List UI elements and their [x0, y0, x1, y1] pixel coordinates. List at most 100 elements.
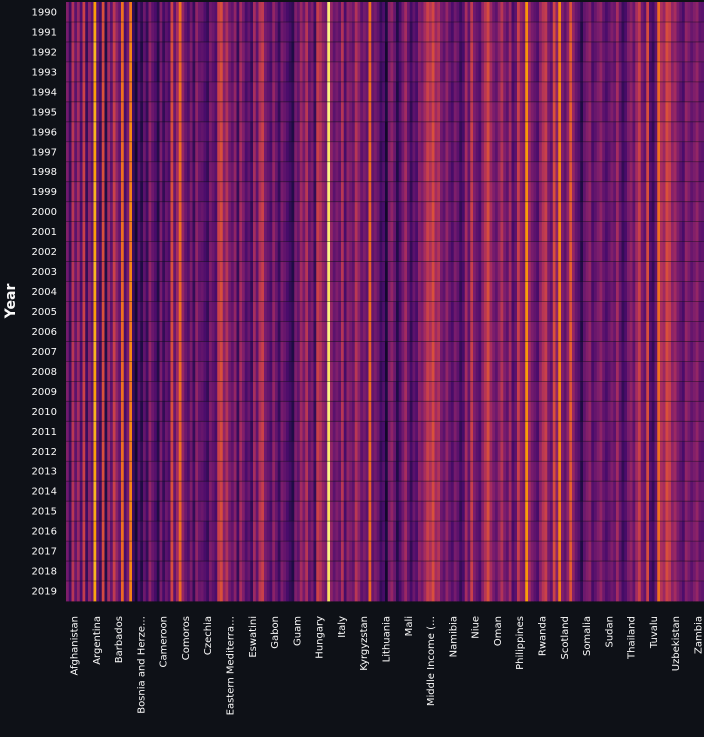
heatmap-cell: [580, 81, 584, 103]
heatmap-cell: [671, 301, 675, 322]
heatmap-cell: [673, 361, 677, 382]
heatmap-cell: [536, 301, 540, 322]
heatmap-cell: [291, 361, 295, 382]
heatmap-cell: [423, 2, 427, 23]
heatmap-cell: [555, 301, 559, 322]
heatmap-cell: [321, 61, 325, 83]
heatmap-cell: [610, 301, 614, 322]
heatmap-cell: [484, 21, 488, 43]
heatmap-cell: [143, 281, 147, 302]
heatmap-cell: [616, 201, 620, 223]
heatmap-cell: [74, 121, 78, 143]
heatmap-cell: [101, 281, 105, 302]
heatmap-cell: [506, 101, 510, 123]
heatmap-cell: [357, 101, 361, 123]
heatmap-cell: [566, 301, 570, 322]
heatmap-cell: [239, 141, 243, 163]
heatmap-cell: [448, 241, 452, 262]
heatmap-cell: [195, 221, 199, 242]
heatmap-cell: [638, 161, 642, 183]
heatmap-cell: [159, 221, 163, 242]
heatmap-cell: [561, 161, 565, 183]
heatmap-cell: [486, 261, 490, 282]
heatmap-cell: [368, 161, 372, 183]
heatmap-cell: [385, 81, 389, 103]
heatmap-cell: [211, 141, 215, 163]
heatmap-cell: [627, 21, 631, 43]
heatmap-cell: [379, 161, 383, 183]
heatmap-cell: [486, 21, 490, 43]
heatmap-cell: [151, 221, 155, 242]
heatmap-cell: [618, 281, 622, 302]
heatmap-cell: [354, 161, 358, 183]
heatmap-cell: [687, 321, 691, 342]
heatmap-cell: [385, 161, 389, 183]
heatmap-cell: [264, 2, 268, 23]
heatmap-cell: [591, 341, 595, 362]
heatmap-cell: [225, 321, 229, 342]
heatmap-cell: [451, 341, 455, 362]
heatmap-cell: [671, 101, 675, 123]
heatmap-cell: [233, 341, 237, 362]
heatmap-cell: [156, 21, 160, 43]
heatmap-cell: [104, 241, 108, 262]
heatmap-cell: [506, 321, 510, 342]
heatmap-cell: [140, 261, 144, 282]
heatmap-cell: [93, 121, 97, 143]
heatmap-cell: [665, 141, 669, 163]
heatmap-cell: [701, 61, 704, 83]
heatmap-cell: [145, 281, 149, 302]
heatmap-cell: [591, 401, 595, 422]
heatmap-cell: [277, 281, 281, 302]
heatmap-cell: [302, 81, 306, 103]
heatmap-cell: [398, 161, 402, 183]
heatmap-cell: [338, 201, 342, 223]
heatmap-cell: [599, 2, 603, 23]
heatmap-cell: [673, 281, 677, 302]
heatmap-cell: [629, 341, 633, 362]
heatmap-cell: [649, 121, 653, 143]
heatmap-cell: [214, 141, 218, 163]
heatmap-cell: [363, 81, 367, 103]
heatmap-cell: [495, 141, 499, 163]
heatmap-cell: [310, 161, 314, 183]
heatmap-cell: [211, 201, 215, 223]
heatmap-cell: [200, 361, 204, 382]
heatmap-cell: [580, 281, 584, 302]
heatmap-cell: [321, 221, 325, 242]
heatmap-cell: [126, 121, 130, 143]
heatmap-cell: [462, 321, 466, 342]
heatmap-cell: [671, 141, 675, 163]
heatmap-cell: [288, 41, 292, 63]
heatmap-cell: [544, 2, 548, 23]
heatmap-cell: [327, 61, 331, 83]
heatmap-cell: [495, 2, 499, 23]
heatmap-cell: [418, 41, 422, 63]
heatmap-cell: [701, 261, 704, 282]
heatmap-cell: [74, 181, 78, 203]
heatmap-cell: [420, 281, 424, 302]
heatmap-cell: [220, 201, 224, 223]
heatmap-cell: [343, 341, 347, 362]
heatmap-cell: [448, 61, 452, 83]
heatmap-cell: [165, 421, 169, 442]
heatmap-cell: [233, 261, 237, 282]
heatmap-cell: [253, 281, 257, 302]
heatmap-cell: [354, 361, 358, 382]
heatmap-cell: [96, 361, 100, 382]
heatmap-cell: [415, 21, 419, 43]
heatmap-cell: [277, 81, 281, 103]
heatmap-cell: [613, 221, 617, 242]
heatmap-cell: [665, 41, 669, 63]
heatmap-cell: [286, 121, 290, 143]
heatmap-cell: [561, 141, 565, 163]
heatmap-cell: [401, 321, 405, 342]
heatmap-cell: [682, 381, 686, 402]
heatmap-cell: [585, 221, 589, 242]
heatmap-cell: [170, 41, 174, 63]
heatmap-cell: [602, 101, 606, 123]
heatmap-cell: [261, 401, 265, 422]
heatmap-cell: [148, 301, 152, 322]
heatmap-cell: [687, 361, 691, 382]
heatmap-cell: [602, 281, 606, 302]
